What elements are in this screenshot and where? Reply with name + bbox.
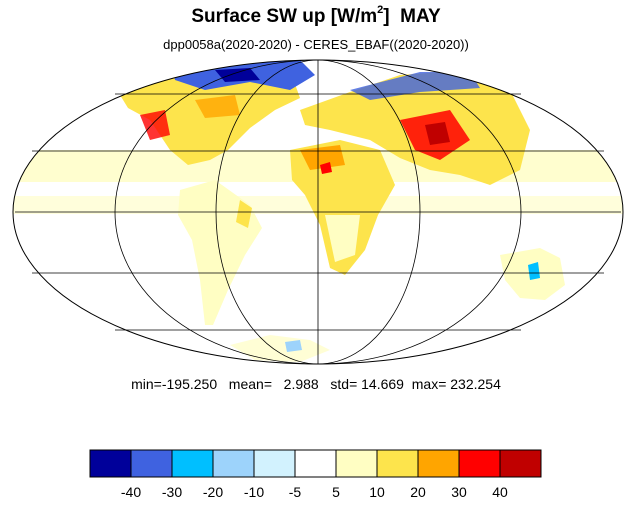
world-map [12,59,624,365]
stat-mean-label: mean= [228,376,272,392]
stat-max-value: 232.254 [450,376,501,392]
colorbar-tick-label: -20 [203,484,223,500]
colorbar-box [212,449,255,478]
africa [290,140,395,275]
title-month: MAY [400,6,441,27]
stat-mean-value: 2.988 [283,376,319,392]
stat-std-label: std= [330,376,358,392]
stat-min-value: -195.250 [161,376,218,392]
colorbar-box [499,449,542,478]
title-exponent: 2 [377,4,384,16]
colorbar-box [417,449,460,478]
colorbar-box [253,449,296,478]
stats-line: min=-195.250 mean= 2.988 std= 14.669 max… [0,376,632,392]
map-border [12,59,624,365]
antarctica [230,335,330,362]
colorbar-box [294,449,337,478]
colorbar-box [171,449,214,478]
colorbar-tick-label: 30 [451,484,467,500]
stat-min-label: min= [131,376,162,392]
colorbar-box [130,449,173,478]
stat-max-label: max= [411,376,447,392]
colorbar-box [335,449,378,478]
stat-std-value: 14.669 [361,376,404,392]
colorbar-tick-label: 20 [410,484,426,500]
colorbar-tick-label: 5 [332,484,340,500]
colorbar-box [376,449,419,478]
title-main: Surface SW up [W/m [191,6,378,27]
colorbar-box [458,449,501,478]
colorbar-tick-label: -10 [244,484,264,500]
colorbar-tick-label: 10 [369,484,385,500]
colorbar-tick-label: -30 [162,484,182,500]
colorbar-box [89,449,132,478]
plot-title: Surface SW up [W/m2] MAY [0,4,632,28]
plot-subtitle: dpp0058a(2020-2020) - CERES_EBAF((2020-2… [163,37,469,52]
colorbar-tick-label: 40 [492,484,508,500]
title-close: ] [383,6,390,27]
colorbar-tick-label: -5 [289,484,302,500]
colorbar-tick-label: -40 [121,484,141,500]
